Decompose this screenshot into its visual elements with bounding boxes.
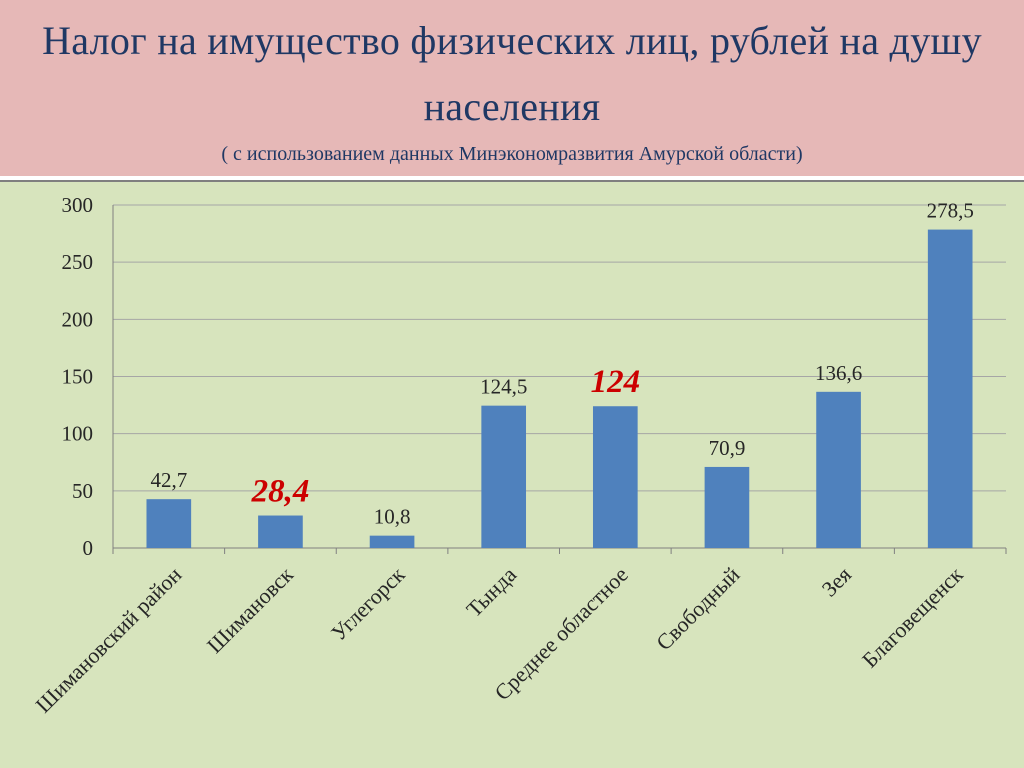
category-label: Зея [817, 562, 857, 602]
category-label: Тында [461, 562, 521, 622]
bar-chart: 0 50 100 150 200 250 300 42,7 Шимановский район 2… [31, 193, 1007, 718]
data-label: 136,6 [815, 361, 862, 385]
category-label: Свободный [651, 562, 744, 655]
y-tick-label: 100 [62, 422, 94, 446]
y-tick-label: 50 [72, 479, 93, 503]
category-label: Шимановский район [31, 562, 187, 718]
bar [704, 466, 750, 548]
data-label: 70,9 [709, 436, 746, 460]
data-label: 10,8 [374, 505, 411, 529]
category-label: Углегорск [326, 562, 410, 646]
bar [927, 229, 973, 548]
bar [481, 405, 527, 548]
y-tick-label: 150 [62, 365, 94, 389]
chart-area: 0 50 100 150 200 250 300 42,7 Шимановский район 2… [0, 182, 1024, 768]
page-subtitle: ( с использованием данных Минэкономразви… [221, 143, 803, 165]
data-label: 124 [591, 364, 641, 400]
y-tick-label: 0 [83, 536, 94, 560]
bar [146, 499, 192, 548]
data-label: 278,5 [927, 199, 974, 223]
bar [816, 391, 861, 548]
y-tick-label: 200 [62, 307, 94, 331]
bar [258, 515, 303, 548]
bar [369, 535, 415, 548]
separator [0, 176, 1024, 180]
y-tick-label: 250 [62, 250, 94, 274]
data-label: 124,5 [480, 375, 527, 399]
y-tick-label: 300 [62, 193, 94, 217]
category-label: Благовещенск [857, 562, 968, 673]
data-label: 28,4 [251, 474, 310, 510]
title-banner: Налог на имущество физических лиц, рубле… [0, 0, 1024, 176]
data-label: 42,7 [150, 468, 187, 492]
bar [592, 406, 638, 548]
separator-line [0, 180, 1024, 182]
page-title: Налог на имущество физических лиц, рубле… [42, 18, 982, 129]
category-label: Шимановск [202, 562, 298, 658]
